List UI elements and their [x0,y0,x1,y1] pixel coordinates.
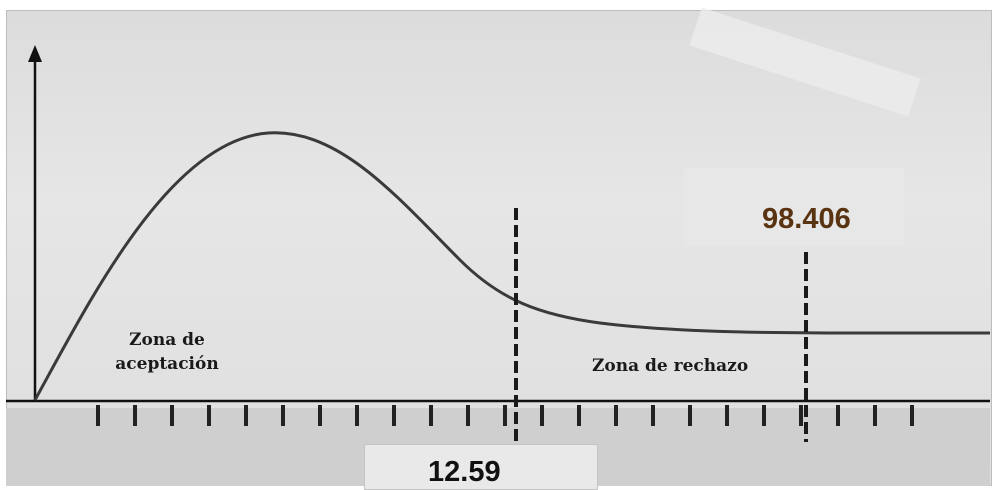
acceptance-zone-line2: aceptación [115,354,219,374]
critical-value-box [364,444,598,490]
background-panel [684,168,904,246]
x-axis-ticks [96,405,914,426]
test-statistic-label: 98.406 [762,203,851,235]
acceptance-zone-line1: Zona de [129,330,205,350]
rejection-zone-label: Zona de rechazo [592,356,749,376]
density-curve [33,131,990,401]
acceptance-zone-label: Zona de aceptación [92,328,242,376]
y-axis-arrow-icon [28,45,42,62]
critical-value-label: 12.59 [428,456,501,488]
